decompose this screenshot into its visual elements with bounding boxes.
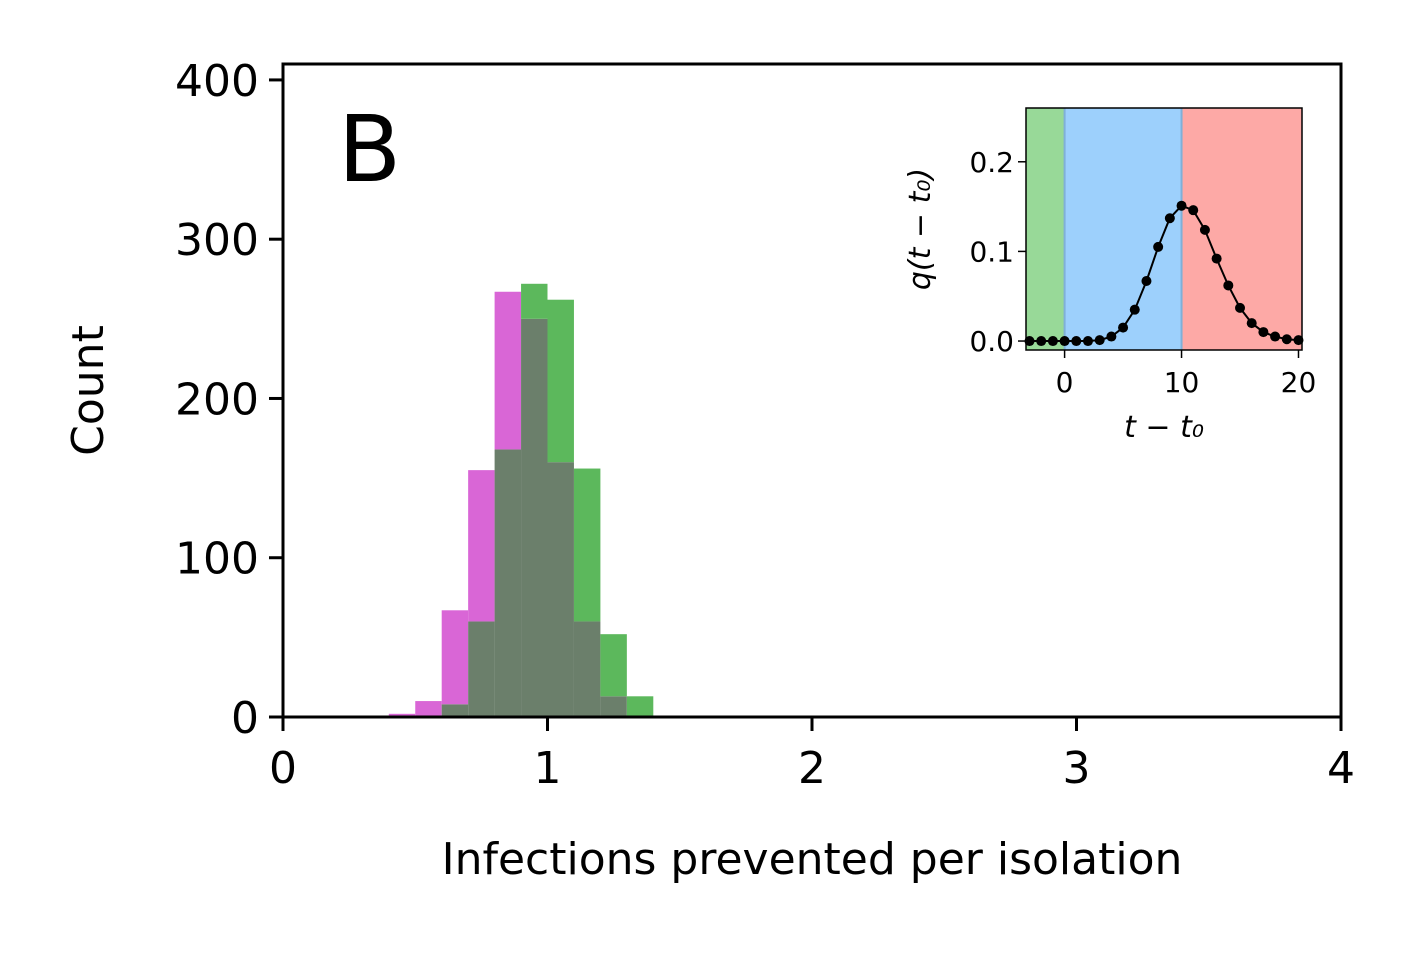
main-y-axis-label: Count bbox=[63, 325, 114, 456]
inset-data-point bbox=[1258, 327, 1269, 338]
histogram-bar-overlap bbox=[573, 621, 601, 717]
inset-data-point bbox=[1164, 213, 1175, 224]
inset-plot: 0 10 20 0.0 0.1 0.2 t − t₀ q(t − t₀) bbox=[903, 107, 1317, 445]
inset-data-point bbox=[1094, 335, 1105, 346]
inset-data-point bbox=[1129, 304, 1140, 315]
inset-y-tick-label: 0.0 bbox=[969, 325, 1014, 358]
inset-data-point bbox=[1153, 241, 1164, 252]
histogram-bar-magenta bbox=[494, 291, 522, 450]
inset-y-tick-label: 0.1 bbox=[969, 235, 1014, 268]
main-x-tick-label: 2 bbox=[798, 743, 826, 794]
inset-region-2 bbox=[1181, 108, 1302, 350]
main-y-tick-label: 0 bbox=[231, 693, 259, 744]
main-y-tick-label: 200 bbox=[175, 374, 259, 425]
inset-data-point bbox=[1235, 302, 1246, 313]
main-y-tick-label: 400 bbox=[175, 56, 259, 107]
inset-data-point bbox=[1199, 224, 1210, 235]
main-x-tick-label: 3 bbox=[1063, 743, 1091, 794]
inset-data-point bbox=[1082, 336, 1093, 347]
histogram-bar-magenta bbox=[388, 713, 416, 717]
inset-data-point bbox=[1141, 275, 1152, 286]
main-x-tick-label: 1 bbox=[534, 743, 562, 794]
histogram-bar-overlap bbox=[547, 462, 574, 717]
inset-x-tick-label: 0 bbox=[1056, 366, 1074, 399]
inset-data-point bbox=[1024, 336, 1035, 347]
histogram-bar-green bbox=[600, 634, 627, 697]
main-x-axis-label: Infections prevented per isolation bbox=[442, 834, 1183, 885]
inset-data-point bbox=[1176, 200, 1187, 211]
inset-data-point bbox=[1188, 205, 1199, 216]
histogram-bar-overlap bbox=[441, 704, 469, 717]
inset-line-series bbox=[1024, 200, 1304, 347]
main-x-tick-label: 0 bbox=[269, 743, 297, 794]
histogram-bar-magenta bbox=[415, 701, 442, 717]
histogram-bar-green bbox=[626, 696, 654, 717]
inset-region-0 bbox=[1026, 108, 1065, 350]
inset-x-axis-ticks: 0 10 20 bbox=[1056, 350, 1317, 399]
inset-x-tick-label: 10 bbox=[1164, 366, 1200, 399]
inset-data-point bbox=[1293, 335, 1304, 346]
inset-data-point bbox=[1059, 336, 1070, 347]
histogram-bar-green bbox=[547, 299, 574, 463]
main-x-axis-ticks: 0 1 2 3 4 bbox=[269, 717, 1355, 794]
main-y-axis-ticks: 0 100 200 300 400 bbox=[175, 56, 283, 744]
inset-y-axis-ticks: 0.0 0.1 0.2 bbox=[969, 146, 1026, 358]
inset-y-tick-label: 0.2 bbox=[969, 146, 1014, 179]
inset-data-point bbox=[1118, 322, 1129, 333]
main-y-tick-label: 300 bbox=[175, 215, 259, 266]
inset-data-point bbox=[1270, 331, 1281, 342]
main-y-tick-label: 100 bbox=[175, 534, 259, 585]
inset-data-point bbox=[1036, 336, 1047, 347]
inset-data-point bbox=[1071, 336, 1082, 347]
main-x-tick-label: 4 bbox=[1327, 743, 1355, 794]
histogram-bar-overlap bbox=[468, 621, 495, 717]
inset-y-axis-label: q(t − t₀) bbox=[903, 168, 938, 290]
inset-x-axis-label: t − t₀ bbox=[1124, 410, 1204, 445]
histogram-bar-green bbox=[521, 283, 548, 319]
inset-data-point bbox=[1223, 280, 1234, 291]
histogram-bar-magenta bbox=[441, 610, 469, 705]
histogram-bar-magenta bbox=[468, 470, 495, 622]
histogram-bar-overlap bbox=[494, 449, 522, 717]
inset-data-point bbox=[1246, 318, 1257, 329]
histogram-bar-overlap bbox=[600, 696, 627, 717]
panel-letter: B bbox=[338, 96, 401, 203]
inset-data-point bbox=[1047, 336, 1058, 347]
histogram-bars bbox=[388, 283, 654, 717]
inset-data-point bbox=[1106, 331, 1117, 342]
inset-shaded-regions bbox=[1026, 108, 1302, 350]
inset-data-point bbox=[1281, 334, 1292, 345]
inset-plot-frame bbox=[1025, 107, 1303, 351]
inset-data-point bbox=[1211, 253, 1222, 264]
histogram-bar-green bbox=[573, 468, 601, 622]
inset-x-tick-label: 20 bbox=[1281, 366, 1317, 399]
inset-region-1 bbox=[1064, 108, 1182, 350]
histogram-bar-overlap bbox=[521, 318, 548, 717]
